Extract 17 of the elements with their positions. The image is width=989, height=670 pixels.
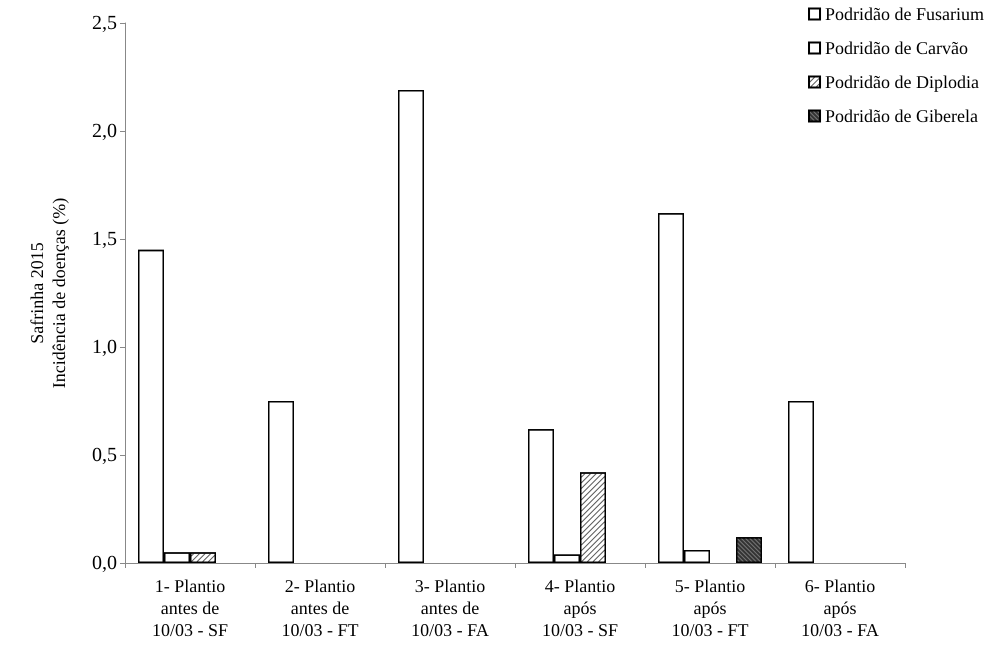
y-tick-label: 2,5 xyxy=(92,12,117,34)
y-tick-label: 1,5 xyxy=(92,228,117,250)
legend-label: Podridão de Fusarium xyxy=(825,4,984,24)
y-tick-label: 1,0 xyxy=(92,336,117,358)
legend-label: Podridão de Diplodia xyxy=(825,72,979,92)
y-tick-label: 0,5 xyxy=(92,444,117,466)
x-tick-label: 4- Plantio após 10/03 - SF xyxy=(542,576,618,640)
x-tick-label: 2- Plantio antes de 10/03 - FT xyxy=(281,576,359,640)
x-tick-label: 5- Plantio após 10/03 - FT xyxy=(671,576,749,640)
legend-label: Podridão de Carvão xyxy=(825,38,968,58)
x-tick-label: 1- Plantio antes de 10/03 - SF xyxy=(152,576,228,640)
legend-label: Podridão de Giberela xyxy=(825,106,978,126)
x-tick-label: 3- Plantio antes de 10/03 - FA xyxy=(411,576,489,640)
y-tick-label: 0,0 xyxy=(92,552,117,574)
y-axis-title: Safrinha 2015 Incidência de doenças (%) xyxy=(27,198,69,388)
y-tick-label: 2,0 xyxy=(92,120,117,142)
x-tick-label: 6- Plantio após 10/03 - FA xyxy=(801,576,879,640)
